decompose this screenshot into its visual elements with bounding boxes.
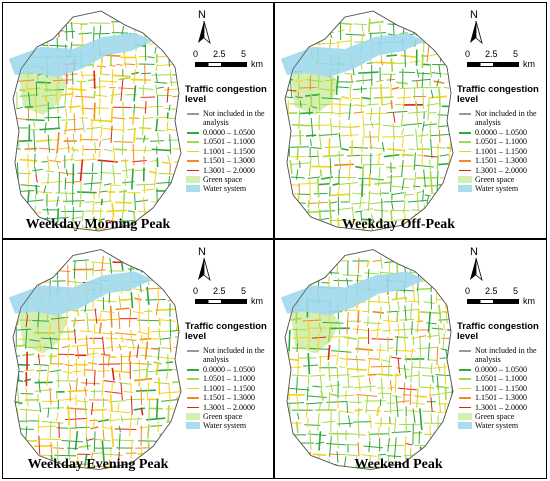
legend-item-class-1: 0.0000 – 1.0500 <box>185 365 273 374</box>
city-boundary <box>284 249 454 470</box>
scale-bar: 0 2.5 5 km <box>191 286 273 314</box>
scale-bar: 0 2.5 5 km <box>191 49 273 77</box>
legend-item-green-space: Green space <box>457 175 546 184</box>
city-boundary <box>284 10 454 232</box>
legend-item-class-2: 1.0501 – 1.1000 <box>185 374 273 383</box>
scale-tick-0: 0 <box>193 49 199 59</box>
legend-item-class-2: 1.0501 – 1.1000 <box>457 137 546 146</box>
legend-item-water-system: Water system <box>457 421 546 430</box>
legend-item-water-system: Water system <box>185 184 273 193</box>
panel-title: Weekday Evening Peak <box>27 457 169 472</box>
green-space-area <box>291 65 339 115</box>
legend-swatch-not-included <box>459 113 471 115</box>
legend-title: Traffic congestion level <box>185 321 267 342</box>
legend: Traffic congestion level Not included in… <box>457 84 546 194</box>
north-arrow-icon: N <box>191 9 217 47</box>
legend-item-green-space: Green space <box>185 175 273 184</box>
scale-unit: km <box>251 59 263 69</box>
legend-item-class-5: 1.3001 – 2.0000 <box>185 403 273 412</box>
city-boundary <box>12 10 182 232</box>
legend: Traffic congestion level Not included in… <box>185 84 273 194</box>
legend-item-green-space: Green space <box>457 412 546 421</box>
legend-title: Traffic congestion level <box>457 84 539 105</box>
legend-item-not-included: Not included in the analysis <box>457 346 546 365</box>
green-space-area <box>19 65 67 115</box>
scale-unit: km <box>523 296 535 306</box>
scale-tick-2-5: 2.5 <box>213 286 226 296</box>
legend-item-class-2: 1.0501 – 1.1000 <box>457 374 546 383</box>
scale-tick-2-5: 2.5 <box>213 49 226 59</box>
legend-item-class-5: 1.3001 – 2.0000 <box>457 403 546 412</box>
scale-tick-2-5: 2.5 <box>485 286 498 296</box>
legend-item-class-1: 0.0000 – 1.0500 <box>185 128 273 137</box>
legend-item-not-included: Not included in the analysis <box>185 109 273 128</box>
legend-title: Traffic congestion level <box>185 84 267 105</box>
legend-item-class-4: 1.1501 – 1.3000 <box>185 393 273 402</box>
legend-swatch-not-included <box>187 113 199 115</box>
legend-item-not-included: Not included in the analysis <box>457 109 546 128</box>
city-map <box>9 249 182 470</box>
panel-title: Weekday Off-Peak <box>341 217 456 232</box>
legend-item-class-1: 0.0000 – 1.0500 <box>457 365 546 374</box>
legend-title: Traffic congestion level <box>457 321 539 342</box>
legend-item-class-4: 1.1501 – 1.3000 <box>185 156 273 165</box>
panel-weekday-evening-peak: N 0 2.5 5 km Traffic congestion level No… <box>2 239 274 479</box>
legend-item-class-3: 1.1001 – 1.1500 <box>457 147 546 156</box>
legend-item-class-5: 1.3001 – 2.0000 <box>457 166 546 175</box>
scale-unit: km <box>523 59 535 69</box>
panel-weekend-peak: N 0 2.5 5 km Traffic congestion level No… <box>274 239 547 479</box>
legend-item-green-space: Green space <box>185 412 273 421</box>
panel-weekday-off-peak: N 0 2.5 5 km Traffic congestion level No… <box>274 2 547 239</box>
legend-item-class-4: 1.1501 – 1.3000 <box>457 156 546 165</box>
north-arrow-icon: N <box>463 246 489 284</box>
city-map <box>9 10 182 232</box>
scale-tick-5: 5 <box>513 286 519 296</box>
legend-item-class-2: 1.0501 – 1.1000 <box>185 137 273 146</box>
panel-title: Weekend Peak <box>354 457 443 472</box>
legend-item-water-system: Water system <box>457 184 546 193</box>
scale-bar: 0 2.5 5 km <box>463 49 546 77</box>
scale-unit: km <box>251 296 263 306</box>
legend-item-class-5: 1.3001 – 2.0000 <box>185 166 273 175</box>
north-arrow-icon: N <box>463 9 489 47</box>
scale-tick-2-5: 2.5 <box>485 49 498 59</box>
scale-bar: 0 2.5 5 km <box>463 286 546 314</box>
legend-swatch-not-included <box>459 350 471 352</box>
city-map <box>281 249 454 470</box>
scale-tick-0: 0 <box>193 286 199 296</box>
panel-weekday-morning-peak: N 0 2.5 5 km Traffic congestion level No… <box>2 2 274 239</box>
scale-tick-5: 5 <box>513 49 519 59</box>
legend: Traffic congestion level Not included in… <box>185 321 273 431</box>
legend-item-class-3: 1.1001 – 1.1500 <box>457 384 546 393</box>
north-arrow-icon: N <box>191 246 217 284</box>
legend-item-class-1: 0.0000 – 1.0500 <box>457 128 546 137</box>
legend: Traffic congestion level Not included in… <box>457 321 546 431</box>
legend-item-not-included: Not included in the analysis <box>185 346 273 365</box>
legend-item-class-4: 1.1501 – 1.3000 <box>457 393 546 402</box>
legend-item-class-3: 1.1001 – 1.1500 <box>185 147 273 156</box>
panel-title: Weekday Morning Peak <box>25 217 171 232</box>
scale-tick-5: 5 <box>241 286 247 296</box>
legend-swatch-not-included <box>187 350 199 352</box>
road-network <box>13 255 181 470</box>
scale-tick-0: 0 <box>465 49 471 59</box>
city-boundary <box>12 249 182 470</box>
legend-item-class-3: 1.1001 – 1.1500 <box>185 384 273 393</box>
scale-tick-5: 5 <box>241 49 247 59</box>
green-space-area <box>19 303 67 354</box>
city-map <box>281 10 454 232</box>
legend-item-water-system: Water system <box>185 421 273 430</box>
scale-tick-0: 0 <box>465 286 471 296</box>
